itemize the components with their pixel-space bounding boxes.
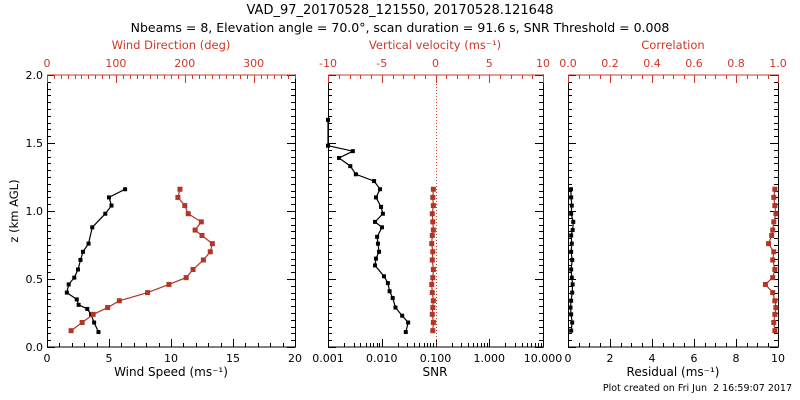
- svg-text:5: 5: [486, 57, 493, 70]
- svg-text:0: 0: [44, 352, 51, 365]
- panel-wind-frame: [47, 74, 296, 348]
- svg-text:1.000: 1.000: [474, 352, 506, 365]
- panel-residual-corr-frame: [568, 74, 779, 348]
- svg-text:15: 15: [226, 352, 240, 365]
- svg-text:0: 0: [432, 57, 439, 70]
- svg-text:10: 10: [536, 57, 550, 70]
- svg-text:-5: -5: [376, 57, 387, 70]
- svg-text:5: 5: [106, 352, 113, 365]
- svg-text:0: 0: [44, 57, 51, 70]
- svg-text:1.5: 1.5: [26, 137, 44, 150]
- bottom-axis-title-snr: SNR: [422, 365, 448, 379]
- page-title: VAD_97_20170528_121550, 20170528.121648: [246, 3, 554, 18]
- series-correlation: [762, 186, 779, 334]
- svg-text:2: 2: [607, 352, 614, 365]
- plot-created-timestamp: Plot created on Fri Jun 2 16:59:07 2017: [602, 383, 792, 394]
- top-axis-title-vertical-velocity: Vertical velocity (ms⁻¹): [368, 38, 502, 52]
- series-wind_direction: [68, 186, 215, 334]
- svg-text:20: 20: [288, 352, 302, 365]
- svg-text:200: 200: [174, 57, 195, 70]
- svg-text:8: 8: [733, 352, 740, 365]
- svg-text:100: 100: [105, 57, 126, 70]
- svg-text:10: 10: [771, 352, 785, 365]
- top-axis-title-correlation: Correlation: [641, 38, 705, 52]
- svg-text:0.4: 0.4: [643, 57, 661, 70]
- top-axis-title-wind-direction: Wind Direction (deg): [111, 38, 231, 52]
- svg-text:0.100: 0.100: [420, 352, 452, 365]
- panel-wind: 0.00.51.01.52.00 5 10 15 200 100 200 300: [26, 57, 303, 365]
- svg-text:1.0: 1.0: [769, 57, 787, 70]
- bottom-axis-title-wind-speed: Wind Speed (ms⁻¹): [114, 365, 228, 379]
- svg-text:0.0: 0.0: [26, 341, 44, 354]
- svg-text:4: 4: [649, 352, 656, 365]
- svg-text:2.0: 2.0: [26, 69, 44, 82]
- series-wind_speed: [64, 187, 128, 335]
- svg-text:0.6: 0.6: [685, 57, 703, 70]
- svg-text:0.8: 0.8: [727, 57, 745, 70]
- svg-text:0: 0: [565, 352, 572, 365]
- svg-text:0.5: 0.5: [26, 273, 44, 286]
- svg-text:6: 6: [691, 352, 698, 365]
- svg-text:10.000: 10.000: [524, 352, 563, 365]
- panel-snr-vv: 0.001 0.010 0.100 1.000 10.000 -10 -5 0 5 10: [312, 57, 562, 365]
- svg-text:0.010: 0.010: [366, 352, 398, 365]
- svg-text:0.2: 0.2: [601, 57, 619, 70]
- y-axis-title: z (km AGL): [7, 179, 21, 243]
- svg-text:0.001: 0.001: [312, 352, 344, 365]
- svg-text:-10: -10: [319, 57, 337, 70]
- series-residual: [568, 187, 576, 333]
- series-snr: [326, 117, 411, 335]
- svg-text:1.0: 1.0: [26, 205, 44, 218]
- svg-text:0.0: 0.0: [559, 57, 577, 70]
- page-subtitle: Nbeams = 8, Elevation angle = 70.0°, sca…: [130, 20, 670, 35]
- series-vertical_velocity: [429, 186, 436, 334]
- svg-text:300: 300: [243, 57, 264, 70]
- panel-residual-corr: 0 2 4 6 8 10 0.0 0.2 0.4 0.6 0.8 1.0: [559, 57, 787, 365]
- svg-text:10: 10: [164, 352, 178, 365]
- bottom-axis-title-residual: Residual (ms⁻¹): [626, 365, 720, 379]
